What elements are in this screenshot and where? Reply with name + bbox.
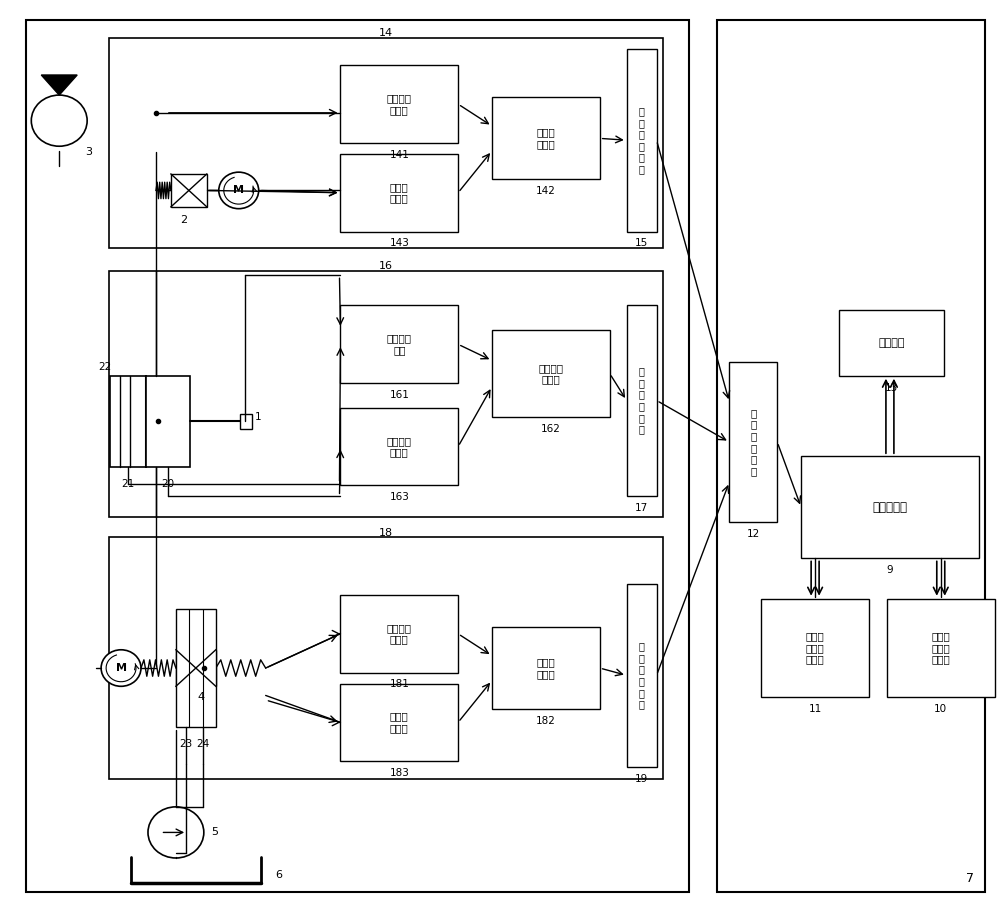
Text: 数字方
向阀驱
动单元: 数字方 向阀驱 动单元 — [806, 631, 824, 664]
Bar — [839, 310, 944, 376]
Bar — [729, 362, 777, 522]
Text: 加速度传
感器: 加速度传 感器 — [387, 333, 412, 355]
Bar — [340, 154, 458, 232]
Text: 15: 15 — [635, 238, 648, 248]
Circle shape — [148, 807, 204, 858]
Text: 多功能传
感器组: 多功能传 感器组 — [387, 623, 412, 645]
Text: 无
线
发
射
装
置: 无 线 发 射 装 置 — [639, 366, 645, 434]
Text: 21: 21 — [121, 478, 134, 488]
Bar — [340, 65, 458, 143]
Circle shape — [31, 95, 87, 147]
Text: 18: 18 — [379, 528, 393, 538]
Text: 无
线
发
射
装
置: 无 线 发 射 装 置 — [639, 106, 645, 174]
Text: 142: 142 — [536, 186, 556, 196]
Text: 9: 9 — [887, 565, 893, 575]
Circle shape — [219, 172, 259, 209]
Text: 1: 1 — [255, 412, 261, 422]
Text: 20: 20 — [161, 478, 174, 488]
Text: 141: 141 — [389, 150, 409, 159]
Bar — [176, 649, 216, 686]
Bar — [110, 376, 146, 467]
Polygon shape — [41, 75, 77, 95]
Bar — [340, 683, 458, 761]
Text: 13: 13 — [885, 383, 898, 393]
Bar — [109, 538, 663, 780]
Bar — [717, 19, 985, 892]
Text: 143: 143 — [389, 238, 409, 248]
Text: 19: 19 — [635, 773, 648, 783]
Text: 3: 3 — [86, 147, 93, 157]
Bar — [240, 414, 252, 429]
Bar — [627, 305, 657, 496]
Bar — [492, 627, 600, 709]
Text: 7: 7 — [966, 872, 974, 885]
Text: M: M — [233, 185, 244, 195]
Bar — [340, 595, 458, 672]
Text: 161: 161 — [389, 390, 409, 400]
Bar — [492, 330, 610, 417]
Text: 阀芯传
感器组: 阀芯传 感器组 — [390, 182, 409, 203]
Bar — [887, 599, 995, 697]
Text: 阀芯传
感器组: 阀芯传 感器组 — [390, 712, 409, 733]
Bar — [340, 408, 458, 485]
Text: 加速度
传感器: 加速度 传感器 — [536, 127, 555, 149]
Bar — [340, 306, 458, 383]
Bar — [109, 38, 663, 248]
Text: M: M — [116, 663, 127, 673]
Bar — [801, 456, 979, 559]
Text: 181: 181 — [389, 680, 409, 690]
Text: 162: 162 — [541, 424, 561, 434]
Text: 14: 14 — [379, 28, 393, 38]
Bar — [176, 608, 216, 727]
Text: 183: 183 — [389, 768, 409, 778]
Bar — [492, 97, 600, 180]
Text: 输出设备: 输出设备 — [878, 338, 905, 348]
Text: 22: 22 — [98, 362, 112, 372]
Bar — [171, 174, 207, 207]
Text: 5: 5 — [211, 827, 218, 837]
Bar — [26, 19, 689, 892]
Text: 无
线
发
射
装
置: 无 线 发 射 装 置 — [639, 641, 645, 709]
Text: 10: 10 — [934, 704, 947, 714]
Text: 无
线
接
收
装
置: 无 线 接 收 装 置 — [750, 408, 756, 476]
Text: 数字节
流阀驱
动单元: 数字节 流阀驱 动单元 — [931, 631, 950, 664]
Text: 6: 6 — [276, 870, 283, 880]
Text: 多功能传
感器组: 多功能传 感器组 — [387, 436, 412, 457]
Text: 16: 16 — [379, 261, 393, 271]
Bar — [761, 599, 869, 697]
Bar — [109, 271, 663, 518]
Text: 17: 17 — [635, 503, 648, 513]
Text: 182: 182 — [536, 716, 556, 726]
Text: 24: 24 — [196, 739, 209, 749]
Bar — [627, 49, 657, 232]
Text: 163: 163 — [389, 492, 409, 502]
Circle shape — [101, 649, 141, 686]
Text: 微型控制器: 微型控制器 — [872, 501, 907, 514]
Text: 4: 4 — [197, 692, 204, 703]
Text: 2: 2 — [180, 214, 187, 224]
Bar — [146, 376, 190, 467]
Text: 多功能传
感器组: 多功能传 感器组 — [387, 93, 412, 114]
Text: 活塞杆传
感器组: 活塞杆传 感器组 — [538, 363, 563, 385]
Text: 11: 11 — [808, 704, 822, 714]
Text: 12: 12 — [747, 529, 760, 539]
Text: 23: 23 — [179, 739, 192, 749]
Text: 加速度
传感器: 加速度 传感器 — [536, 658, 555, 679]
Bar — [627, 584, 657, 767]
